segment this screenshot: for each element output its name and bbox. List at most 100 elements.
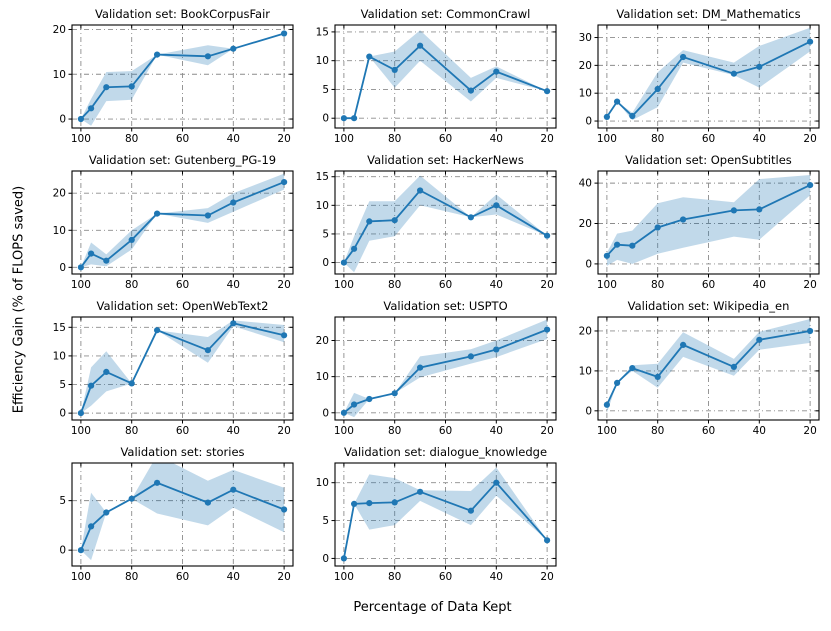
data-point xyxy=(756,63,763,70)
y-tick-label: 10 xyxy=(53,69,66,81)
data-point xyxy=(88,523,95,530)
x-tick-label: 80 xyxy=(125,279,138,291)
y-tick-label: 0 xyxy=(585,258,592,270)
x-tick-label: 40 xyxy=(227,279,240,291)
x-tick-label: 60 xyxy=(439,571,452,583)
data-point xyxy=(281,179,288,186)
subplot-grid: Validation set: BookCorpusFair 100 80 60 40 2… xyxy=(38,6,827,590)
y-tick-label: 20 xyxy=(53,24,66,36)
data-point xyxy=(128,236,135,243)
y-tick-label: 0 xyxy=(585,405,592,417)
x-tick-label: 100 xyxy=(334,571,354,583)
data-point xyxy=(629,365,636,372)
data-point xyxy=(230,199,237,206)
y-tick-label: 0 xyxy=(322,407,329,419)
y-tick-label: 40 xyxy=(579,178,592,190)
x-tick-label: 40 xyxy=(227,425,240,437)
data-line xyxy=(606,40,811,118)
subplot-canvas: 100 80 60 40 20 0 10 20 30 xyxy=(579,24,820,145)
data-point xyxy=(204,347,211,354)
data-point xyxy=(629,242,636,249)
data-point xyxy=(730,207,737,214)
x-tick-label: 40 xyxy=(753,133,766,145)
data-point xyxy=(103,368,110,375)
subplot-hackernews: Validation set: HackerNews 100 80 60 40 20 0 5 1… xyxy=(301,152,564,298)
y-tick-label: 5 xyxy=(322,228,329,240)
data-point xyxy=(417,488,424,495)
subplot-canvas: 100 80 60 40 20 0 5 10 15 xyxy=(316,24,557,145)
data-point xyxy=(807,327,814,335)
data-point xyxy=(154,479,161,486)
data-point xyxy=(417,42,424,49)
data-point xyxy=(366,395,373,403)
data-point xyxy=(391,390,398,397)
y-tick-label: 10 xyxy=(316,55,329,67)
data-point xyxy=(544,326,551,333)
data-point xyxy=(366,53,373,60)
data-point xyxy=(103,509,110,516)
y-tick-label: 0 xyxy=(585,116,592,128)
subplot-title: Validation set: dialogue_knowledge xyxy=(343,445,548,459)
subplot-canvas: 100 80 60 40 20 0 5 10 xyxy=(316,462,557,583)
subplot-gutenberg_pg-19: Validation set: Gutenberg_PG-19 100 80 60 40… xyxy=(38,152,301,298)
confidence-band xyxy=(343,175,548,273)
data-point xyxy=(391,66,398,73)
data-point xyxy=(603,252,610,259)
x-tick-label: 80 xyxy=(388,425,401,437)
data-point xyxy=(680,53,687,61)
data-point xyxy=(807,38,814,45)
confidence-band xyxy=(343,30,548,119)
y-tick-label: 0 xyxy=(59,408,66,420)
x-tick-label: 80 xyxy=(651,279,664,291)
x-tick-label: 60 xyxy=(702,279,715,291)
data-point xyxy=(128,380,135,387)
x-tick-label: 80 xyxy=(388,133,401,145)
x-tick-label: 60 xyxy=(176,133,189,145)
data-point xyxy=(493,68,500,75)
y-tick-label: 0 xyxy=(322,113,329,125)
data-point xyxy=(730,363,737,370)
y-tick-label: 0 xyxy=(322,553,329,565)
subplot-title: Validation set: BookCorpusFair xyxy=(94,7,271,21)
data-line xyxy=(343,189,548,264)
y-tick-label: 0 xyxy=(59,262,66,274)
x-tick-label: 100 xyxy=(71,425,91,437)
data-point xyxy=(281,30,288,37)
confidence-band xyxy=(80,33,285,126)
x-tick-label: 60 xyxy=(439,133,452,145)
x-tick-label: 80 xyxy=(125,571,138,583)
x-tick-label: 60 xyxy=(176,571,189,583)
data-point xyxy=(467,353,474,360)
subplot-bookcorpusfair: Validation set: BookCorpusFair 100 80 60 40 2… xyxy=(38,6,301,152)
subplot-stories: Validation set: stories 100 80 60 40 20 0 5 xyxy=(38,444,301,590)
data-point xyxy=(654,224,661,231)
subplot-openwebtext2: Validation set: OpenWebText2 100 80 60 40 20 0… xyxy=(38,298,301,444)
x-tick-label: 100 xyxy=(334,279,354,291)
y-tick-label: 20 xyxy=(579,60,592,72)
data-point xyxy=(493,479,500,486)
x-tick-label: 20 xyxy=(803,133,816,145)
data-point xyxy=(417,364,424,371)
data-point xyxy=(351,401,358,408)
subplot-canvas: 100 80 60 40 20 0 5 10 15 xyxy=(316,170,557,291)
data-point xyxy=(204,212,211,219)
data-point xyxy=(654,85,661,93)
subplot-title: Validation set: USPTO xyxy=(383,299,508,313)
data-point xyxy=(467,507,474,514)
y-tick-label: 20 xyxy=(579,218,592,230)
data-point xyxy=(230,45,237,52)
data-point xyxy=(204,499,211,506)
data-point xyxy=(154,327,161,334)
x-tick-label: 80 xyxy=(388,571,401,583)
subplot-title: Validation set: Wikipedia_en xyxy=(627,299,790,313)
data-point xyxy=(467,214,474,221)
y-tick-label: 10 xyxy=(579,365,592,377)
x-tick-label: 60 xyxy=(176,279,189,291)
subplot-canvas: 100 80 60 40 20 0 10 20 xyxy=(316,316,557,437)
subplot-canvas: 100 80 60 40 20 0 5 xyxy=(59,462,294,583)
confidence-band xyxy=(343,319,548,418)
y-tick-label: 0 xyxy=(59,114,66,126)
data-point xyxy=(77,547,84,554)
data-point xyxy=(88,250,95,257)
